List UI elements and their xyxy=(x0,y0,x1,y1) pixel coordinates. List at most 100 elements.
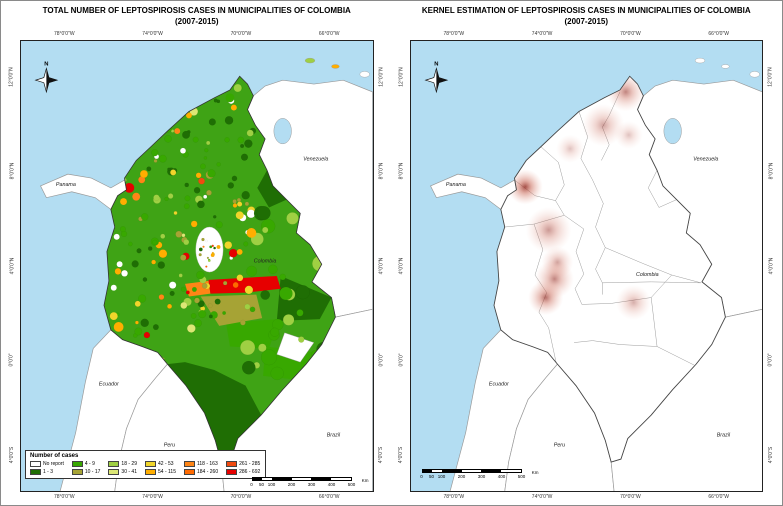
kernel-hotspot-layer xyxy=(507,75,651,320)
municipality xyxy=(118,97,125,104)
coordinate-label: 70°0'0"W xyxy=(620,30,641,37)
municipality xyxy=(231,175,238,181)
municipality xyxy=(228,248,238,258)
coordinate-label: 12°0'0"N xyxy=(9,66,15,87)
municipality xyxy=(223,280,228,285)
municipality xyxy=(213,246,216,250)
compass-north-label: N xyxy=(434,61,438,67)
coordinate-label: 66°0'0"W xyxy=(708,494,729,500)
legend-item: 184 - 260 xyxy=(183,469,218,475)
municipality xyxy=(131,104,140,112)
municipality xyxy=(201,282,208,289)
legend-item: 1 - 3 xyxy=(30,469,64,475)
municipality xyxy=(215,220,223,228)
municipality xyxy=(169,290,175,296)
right-map-frame: N Panama Venezuela Colombia Ecuador Peru… xyxy=(409,39,763,492)
municipality xyxy=(153,194,160,201)
municipality xyxy=(151,100,156,106)
legend-swatch xyxy=(71,469,83,475)
kernel-hotspot xyxy=(507,168,543,205)
municipality xyxy=(279,286,293,300)
municipality xyxy=(138,294,147,303)
legend-item: 54 - 115 xyxy=(145,469,176,475)
choropleth-map-colombia: N Panama Venezuela Colombia Ecuador Peru… xyxy=(34,57,373,491)
municipality xyxy=(268,264,278,274)
municipality xyxy=(206,189,212,196)
municipality xyxy=(193,186,201,194)
municipality xyxy=(164,134,172,143)
municipality xyxy=(131,259,139,268)
coordinate-label: 4°0'0"N xyxy=(398,257,405,275)
municipality xyxy=(178,102,185,109)
municipality xyxy=(114,267,122,275)
municipality xyxy=(222,310,226,315)
legend-swatch xyxy=(183,469,195,475)
scalebar-segment xyxy=(500,470,521,472)
right-map-title: KERNEL ESTIMATION OF LEPTOSPIROSIS CASES… xyxy=(395,4,779,28)
municipality xyxy=(202,245,205,248)
coordinate-label: 8°0'0"N xyxy=(398,162,405,180)
scalebar-bar xyxy=(421,469,522,473)
brazil-label: Brazil xyxy=(327,432,341,438)
scalebar-segment xyxy=(252,478,263,480)
ecuador-label: Ecuador xyxy=(488,381,508,387)
caribbean-island xyxy=(720,63,729,69)
municipality xyxy=(205,239,208,242)
municipality xyxy=(200,163,206,169)
venezuela-label: Venezuela xyxy=(303,156,328,162)
municipality xyxy=(158,293,165,300)
coordinate-label: 74°0'0"W xyxy=(142,30,163,37)
municipality xyxy=(240,153,249,161)
municipality xyxy=(207,258,211,262)
scalebar-tick: 300 xyxy=(307,482,316,487)
municipality xyxy=(208,118,216,126)
municipality xyxy=(198,177,205,185)
municipality xyxy=(258,343,267,352)
municipality xyxy=(175,230,183,238)
left-map-title-text: TOTAL NUMBER OF LEPTOSPIROSIS CASES IN M… xyxy=(42,6,351,15)
legend-label: 286 - 692 xyxy=(239,469,261,475)
municipality xyxy=(160,233,166,239)
municipality xyxy=(169,281,177,289)
municipality xyxy=(119,225,126,232)
municipality xyxy=(127,115,133,121)
panama-label: Panama xyxy=(445,182,465,188)
municipality xyxy=(151,148,159,156)
municipality xyxy=(170,129,175,133)
legend-title: Number of cases xyxy=(30,453,79,459)
scalebar-segment xyxy=(442,470,462,472)
scalebar-tick: 500 xyxy=(347,482,356,487)
municipality xyxy=(158,248,168,258)
municipality xyxy=(236,273,244,281)
kernel-hotspot xyxy=(555,134,584,163)
municipality xyxy=(194,297,200,303)
colombia-outline xyxy=(493,75,726,463)
kernel-hotspot xyxy=(525,206,572,253)
municipality xyxy=(198,252,202,256)
municipality xyxy=(237,136,245,143)
municipality xyxy=(232,202,238,208)
municipality xyxy=(240,319,246,325)
municipality xyxy=(180,301,188,309)
venezuela-label: Venezuela xyxy=(693,156,718,162)
legend-swatch xyxy=(30,461,41,467)
scalebar-tick: 300 xyxy=(477,474,486,479)
scalebar-segment xyxy=(461,470,482,472)
municipality xyxy=(180,254,187,261)
municipality xyxy=(139,169,148,178)
coordinate-label: 4°0'0"N xyxy=(768,257,774,275)
legend-swatch xyxy=(71,461,83,467)
municipality xyxy=(216,161,221,167)
scalebar-bar xyxy=(251,477,352,481)
center-cluster-dots xyxy=(198,237,221,268)
coordinate-label: 66°0'0"W xyxy=(708,30,729,37)
municipality xyxy=(232,198,237,204)
municipality xyxy=(184,195,191,201)
left-map-subtitle: (2007-2015) xyxy=(174,16,219,26)
municipality xyxy=(244,303,251,310)
legend-label: 10 - 17 xyxy=(84,469,101,475)
municipality xyxy=(183,202,190,209)
municipality xyxy=(211,244,214,247)
municipality xyxy=(121,269,128,277)
scalebar-tick: 50 xyxy=(428,474,435,479)
